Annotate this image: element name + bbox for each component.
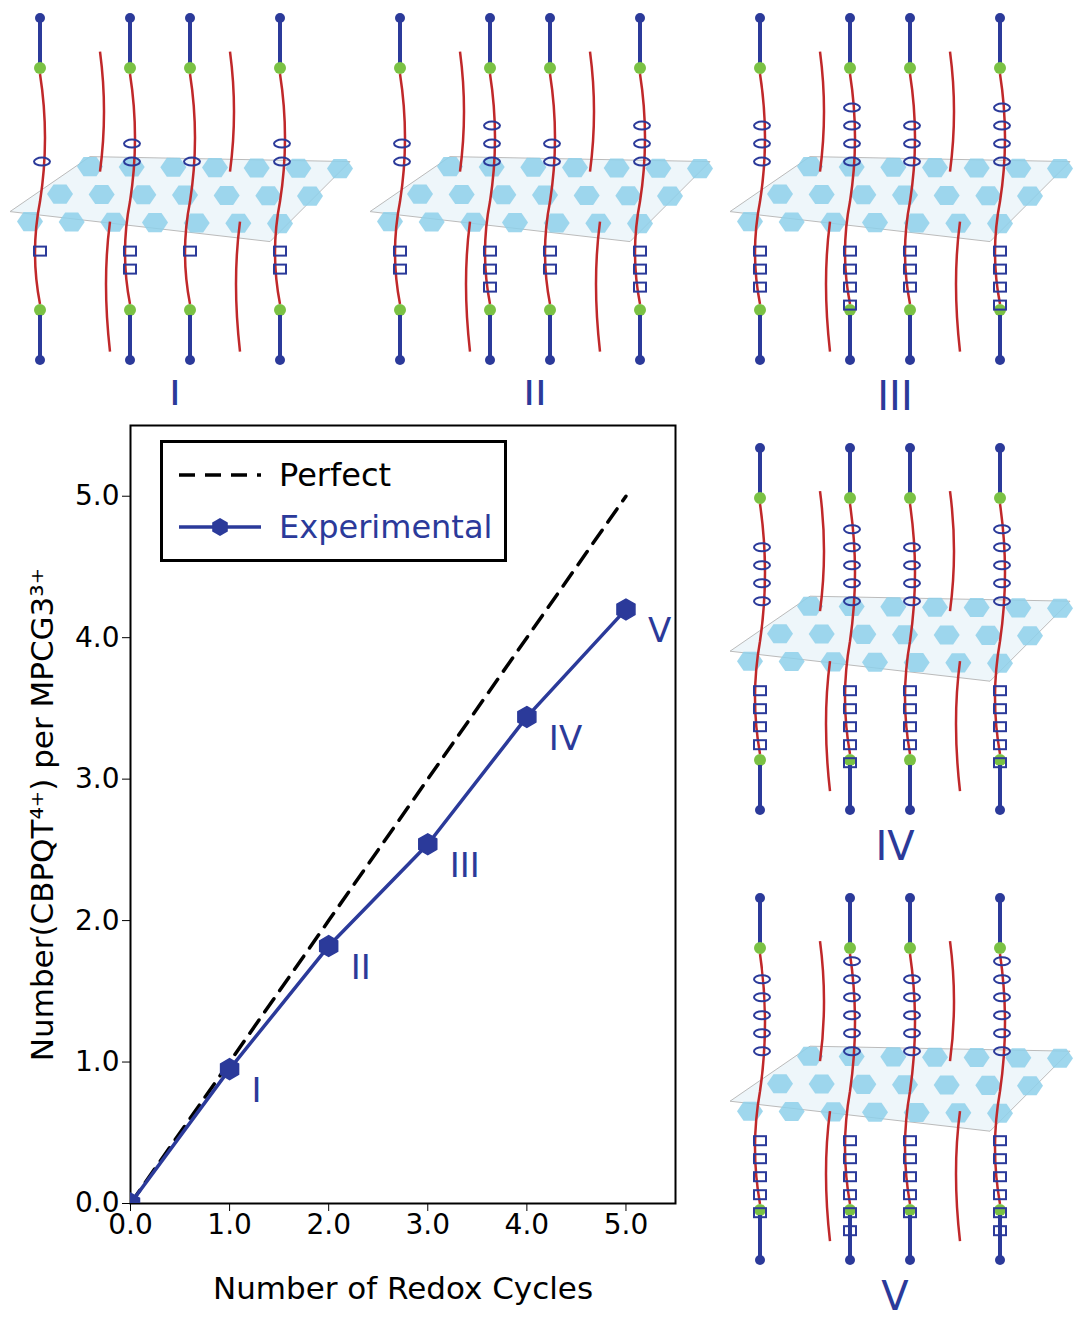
svg-text:5.0: 5.0 <box>75 479 120 512</box>
svg-text:2.0: 2.0 <box>306 1208 351 1241</box>
svg-text:3.0: 3.0 <box>406 1208 451 1241</box>
svg-text:Number(CBPQT⁴⁺) per MPCG3³⁺: Number(CBPQT⁴⁺) per MPCG3³⁺ <box>24 568 60 1061</box>
svg-text:2.0: 2.0 <box>75 904 120 937</box>
svg-text:I: I <box>252 1070 262 1110</box>
html-text:Perfect: Perfect <box>279 456 392 494</box>
svg-text:II: II <box>351 947 371 987</box>
svg-text:II: II <box>523 373 547 419</box>
svg-text:5.0: 5.0 <box>604 1208 649 1241</box>
svg-text:V: V <box>881 1273 909 1319</box>
svg-text:3.0: 3.0 <box>75 762 120 795</box>
svg-text:V: V <box>648 610 671 650</box>
svg-text:III: III <box>450 845 480 885</box>
svg-text:I: I <box>169 373 181 419</box>
html-text:Experimental: Experimental <box>279 508 493 546</box>
svg-text:0.0: 0.0 <box>75 1186 120 1219</box>
svg-text:IV: IV <box>549 718 582 758</box>
svg-text:Number of Redox Cycles: Number of Redox Cycles <box>213 1270 593 1306</box>
svg-text:IV: IV <box>875 823 915 869</box>
svg-text:4.0: 4.0 <box>75 621 120 654</box>
svg-text:0.0: 0.0 <box>108 1208 153 1242</box>
svg-text:III: III <box>877 373 912 419</box>
svg-text:1.0: 1.0 <box>207 1208 252 1241</box>
svg-text:1.0: 1.0 <box>75 1045 120 1078</box>
svg-text:4.0: 4.0 <box>505 1208 550 1241</box>
